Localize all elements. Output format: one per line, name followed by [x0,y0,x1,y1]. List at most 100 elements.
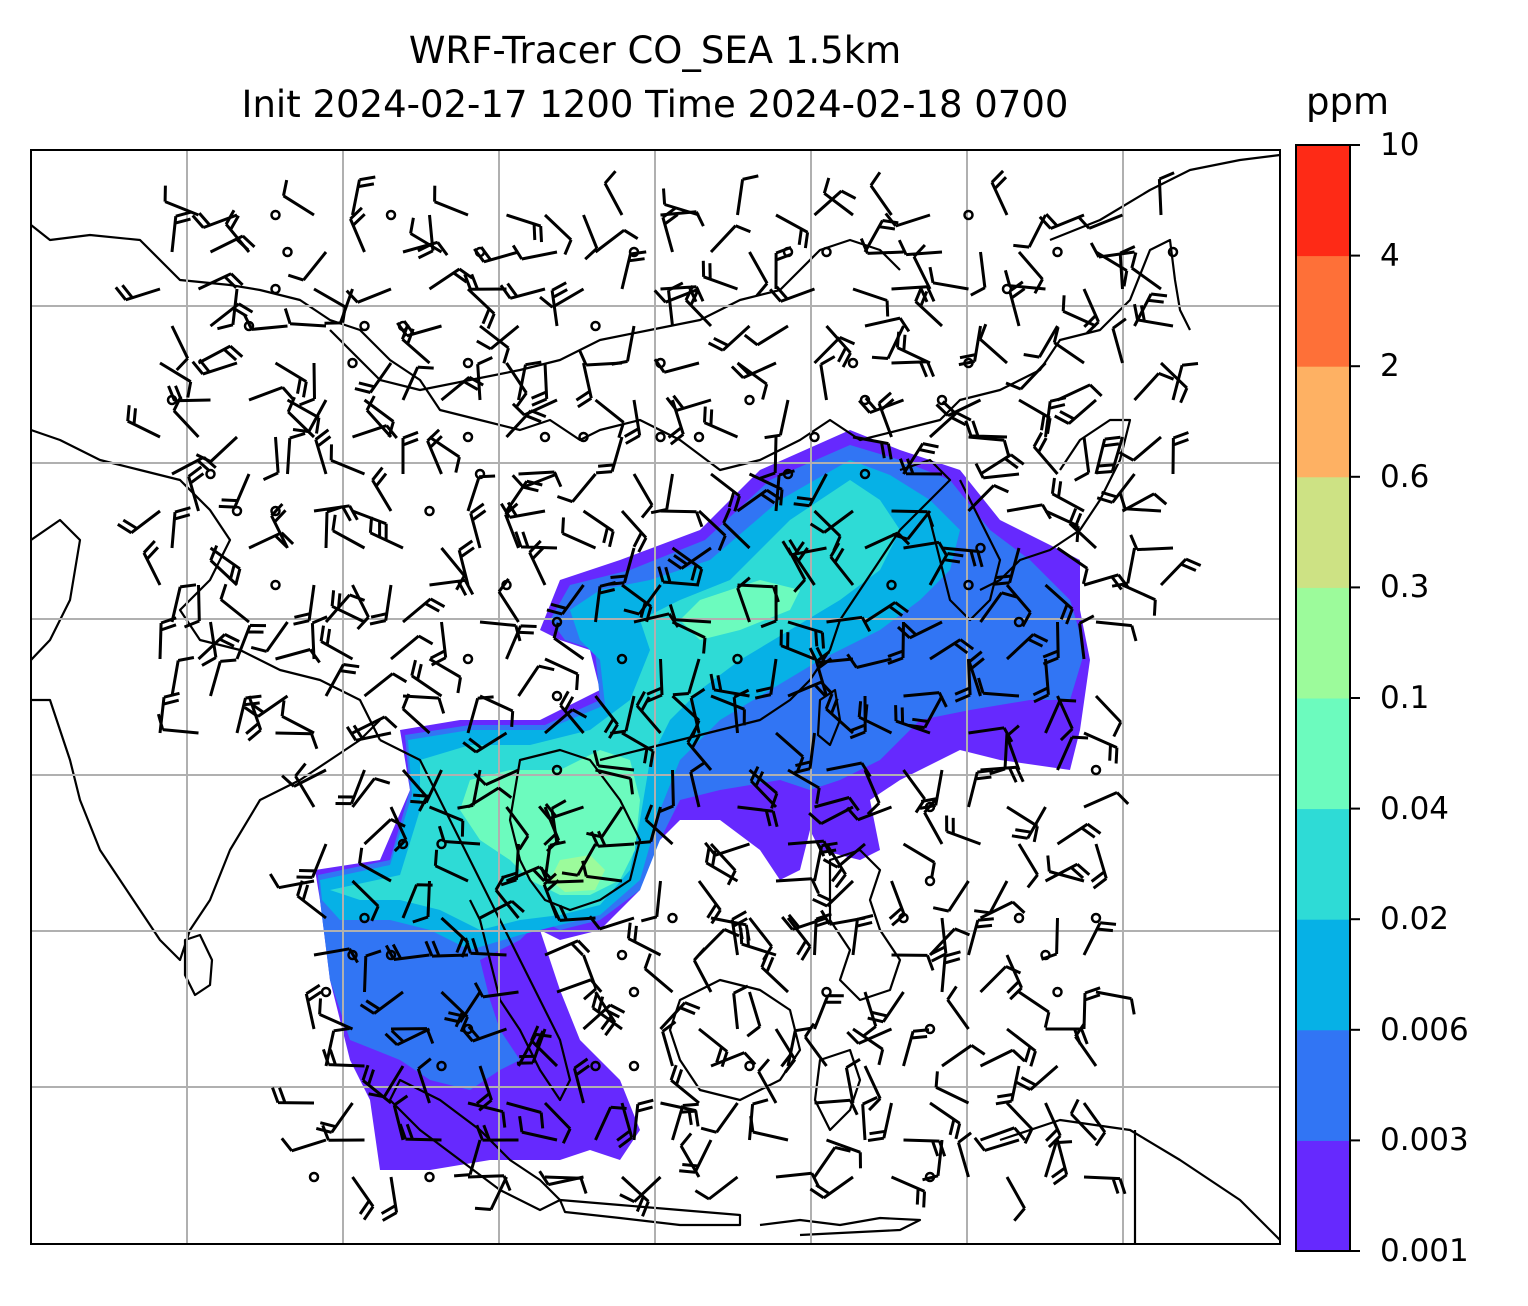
wind-barb [170,210,192,253]
wind-barb [588,915,635,931]
wind-barb [401,365,434,401]
wind-barb [922,1139,944,1182]
wind-barb [517,360,542,401]
wind-barb [1056,546,1089,585]
wind-barb [620,250,647,290]
wind-barb [902,769,927,814]
calm-wind-marker [821,246,832,258]
wind-barb [1095,620,1138,642]
coastline-india [31,518,381,962]
wind-barb [759,436,778,480]
calm-wind-marker [732,653,743,665]
wind-barb [864,601,909,624]
wind-barb [1044,1102,1062,1149]
wind-barb [968,435,1011,457]
calm-wind-marker [1090,764,1102,776]
wind-barb [197,344,244,365]
wind-barb [505,362,528,407]
wind-barb [852,287,890,317]
wind-barb [660,509,704,528]
calm-wind-marker [963,357,974,369]
wind-barb [351,509,388,540]
wind-barb [760,951,790,994]
calm-wind-marker [847,357,859,369]
colorbar-tick-label: 4 [1380,237,1400,274]
wind-barb [219,583,250,624]
wind-barb [974,880,1009,915]
calm-wind-marker [231,505,243,517]
calm-wind-marker [359,912,370,924]
wind-barb [658,769,675,814]
wind-barb [993,547,1021,586]
wind-barb [686,727,713,771]
wind-barb [543,213,573,256]
wind-barb [187,465,205,512]
wind-barb [703,406,739,439]
wind-barb [769,285,816,303]
wind-barb [286,396,316,439]
wind-barb [1046,855,1085,883]
wind-barb [1078,614,1095,660]
wind-barb [967,650,985,697]
wind-barb [462,731,508,754]
wind-barb [582,509,615,548]
wind-barb [739,928,777,957]
wind-barb [518,1115,558,1142]
colorbar-segment [1296,919,1350,1031]
wind-barb [467,1101,507,1128]
wind-barb [594,581,616,623]
wind-barb [1011,806,1047,840]
wind-barb [1005,633,1049,661]
colorbar-tick-label: 0.001 [1380,1233,1469,1269]
wind-barb [619,1175,662,1204]
calm-wind-marker [898,912,909,924]
wind-barb [1017,843,1039,889]
wind-barb [561,843,597,877]
wind-barb [461,1025,508,1043]
wind-barb [1073,436,1091,482]
wind-barb [250,621,289,653]
wind-barb [506,1101,545,1129]
wind-barb [371,466,393,512]
colorbar-tick-label: 0.6 [1380,458,1430,495]
wind-barb [561,517,597,550]
wind-barb [979,965,1022,994]
wind-barb [743,324,789,347]
wind-barb [634,806,662,845]
wind-barb [1038,213,1085,230]
wind-barb [191,358,238,376]
wind-barb [844,1058,861,1104]
wind-barb [329,444,366,476]
tracer-shading [315,430,1090,1170]
wind-barb [902,1028,930,1067]
wind-barb [296,880,327,920]
wind-barb [897,239,943,257]
colorbar-tick-label: 0.04 [1380,790,1450,827]
wind-barb [1083,791,1130,809]
wind-barb [578,349,623,367]
coastline-russia-north [31,224,1191,472]
wind-barb [506,213,543,243]
wind-barb [928,411,972,439]
wind-barb [970,251,987,297]
wind-barb [544,657,580,691]
wind-barb [775,877,820,894]
wind-barb [863,219,899,253]
wind-barb [857,701,893,735]
calm-wind-marker [424,505,435,517]
wind-barb [126,405,161,439]
wind-barb [511,244,558,261]
wind-barb [609,695,636,735]
wind-barb [644,804,674,846]
wind-barb [859,238,904,255]
colorbar-tick-label: 0.006 [1380,1011,1469,1048]
wind-barb [661,1020,677,1067]
wind-barb [440,375,484,402]
wind-barb [552,622,585,661]
wind-barb [1157,171,1175,216]
wind-barb [935,398,982,417]
calm-wind-marker [462,357,474,369]
wind-barb [736,576,751,623]
wind-barb [469,502,487,549]
